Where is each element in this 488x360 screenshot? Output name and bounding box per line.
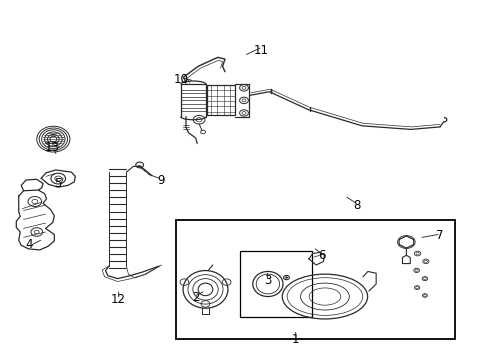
Text: 8: 8 — [352, 199, 360, 212]
Text: 11: 11 — [254, 44, 268, 57]
Bar — [239, 251, 311, 317]
Text: 5: 5 — [55, 177, 62, 190]
Text: 3: 3 — [263, 274, 270, 287]
Text: 13: 13 — [44, 141, 59, 154]
Text: 7: 7 — [435, 229, 443, 242]
Bar — [176, 220, 454, 338]
Text: 12: 12 — [110, 293, 125, 306]
Text: 9: 9 — [157, 174, 164, 186]
Text: 1: 1 — [291, 333, 299, 346]
Text: 6: 6 — [317, 249, 325, 262]
Bar — [206, 85, 235, 116]
Circle shape — [285, 277, 287, 278]
Text: 2: 2 — [192, 291, 199, 304]
Text: 4: 4 — [25, 238, 33, 251]
Text: 10: 10 — [173, 73, 188, 86]
